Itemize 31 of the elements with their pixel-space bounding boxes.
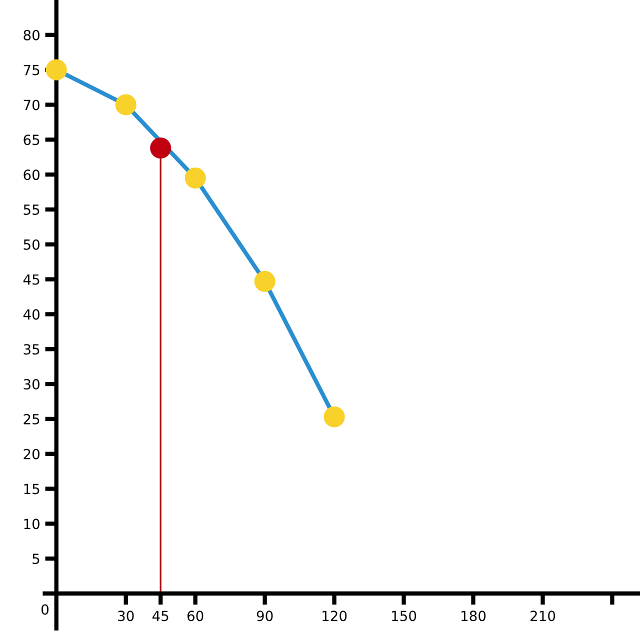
x-tick-label: 90	[256, 610, 273, 622]
annotation: 0	[42, 604, 49, 615]
y-tick-label: 60	[24, 170, 40, 180]
point	[115, 94, 136, 116]
x-tick-label: 120	[322, 610, 347, 622]
y-tick-label: 5	[32, 554, 40, 564]
y-tick-label: 65	[24, 134, 40, 146]
y-tick-label: 10	[24, 518, 40, 530]
x-tick-label: 210	[530, 610, 556, 622]
x-tick-label: 30	[118, 610, 134, 622]
y-tick-label: 40	[23, 309, 40, 320]
x-tick-label: 150	[392, 610, 416, 622]
y-tick-label: 70	[24, 100, 40, 110]
x-tick-label: 60	[187, 610, 204, 622]
point	[46, 59, 67, 80]
point	[324, 406, 345, 428]
y-tick-label: 15	[24, 484, 40, 494]
y-tick-label: 55	[24, 204, 40, 215]
y-tick-label: 35	[24, 344, 40, 355]
point	[150, 138, 172, 159]
x-tick-label: 45	[152, 610, 168, 622]
y-tick-label: 25	[24, 414, 40, 424]
y-tick-label: 75	[24, 64, 40, 76]
y-tick-label: 80	[24, 30, 40, 40]
y-tick-label: 20	[24, 448, 40, 460]
y-tick-label: 30	[24, 379, 40, 390]
point	[254, 270, 276, 292]
x-tick-label: 180	[462, 610, 486, 622]
y-tick-label: 45	[23, 274, 40, 285]
y-tick-label: 50	[24, 239, 40, 250]
point	[184, 168, 206, 189]
